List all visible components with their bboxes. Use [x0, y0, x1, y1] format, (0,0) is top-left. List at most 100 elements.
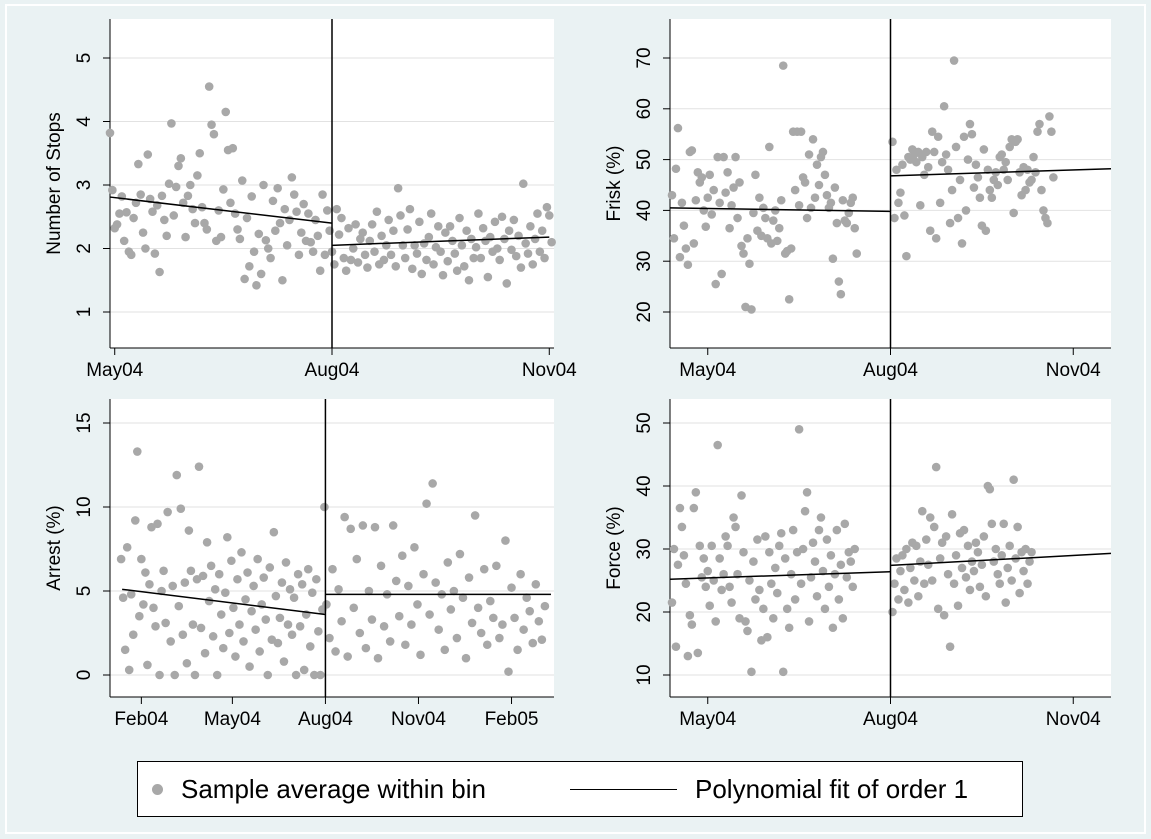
panel-1-point [516, 263, 526, 272]
panel-1-point [443, 256, 453, 266]
panel-4-point [816, 513, 826, 522]
panel-1-y-tick-label: 5 [74, 53, 95, 64]
panel-1-point [483, 272, 493, 282]
panel-1-point [160, 215, 169, 225]
panel-2-point [1037, 185, 1046, 195]
panel-4-point [737, 491, 746, 500]
panel-3-point [510, 613, 519, 623]
panel-3-point [241, 595, 250, 604]
panel-4-point [810, 557, 820, 566]
panel-3-point [259, 573, 269, 582]
panel-4-point [739, 547, 748, 557]
panel-1-point [256, 269, 266, 279]
panel-2-point [1031, 168, 1040, 177]
panel-3-point [320, 502, 329, 512]
panel-3-point [516, 569, 525, 579]
panel-2-point [830, 183, 840, 192]
panel-2-point [800, 178, 810, 187]
panel-1-point [136, 190, 146, 199]
panel-3-point [370, 522, 380, 532]
panel-1-point [436, 247, 445, 256]
panel-3-point [135, 611, 144, 621]
panel-3-point [194, 462, 204, 471]
panel-4-y-tick-label: 50 [634, 412, 655, 433]
panel-4-point [987, 519, 997, 529]
panel-1-point [535, 247, 545, 256]
panel-1-point [245, 261, 254, 271]
panel-1-point [379, 255, 389, 265]
panel-2-point [677, 198, 687, 208]
panel-4-x-tick-label: May04 [679, 709, 736, 730]
panel-3-point [467, 618, 477, 628]
panel-1-point [115, 209, 124, 218]
panel-4-point [963, 541, 973, 551]
panel-1-point [254, 229, 264, 239]
panel-1-point [193, 171, 202, 180]
panel-1-point [365, 236, 375, 246]
panel-4-point [836, 560, 846, 570]
panel-2-y-tick-label: 20 [634, 301, 655, 322]
panel-1-point [237, 176, 247, 185]
panel-4-point [965, 585, 975, 595]
panel-3-point [364, 586, 374, 596]
panel-1-y-axis-label: Number of Stops [44, 112, 65, 255]
panel-1-point [526, 221, 535, 231]
panel-4-point [703, 566, 713, 576]
panel-3-point [443, 558, 453, 567]
panel-4-point [910, 576, 919, 585]
panel-2-point [751, 170, 760, 180]
panel-2-point [971, 160, 981, 169]
panel-3-point [139, 600, 148, 609]
panel-4-point [808, 538, 818, 547]
panel-2-point [715, 198, 724, 208]
panel-2-point [933, 132, 943, 142]
panel-2-y-tick-label: 40 [634, 200, 655, 221]
panel-2-point [1035, 119, 1044, 129]
panel-1-point [478, 223, 488, 233]
panel-4-point [931, 462, 941, 472]
panel-3-point [531, 579, 541, 589]
panel-4-point [699, 554, 709, 563]
panel-2-point [925, 226, 935, 236]
panel-4-point [1015, 588, 1024, 598]
panel-1-fit-line [109, 196, 333, 224]
panel-1-point [169, 211, 179, 220]
panel-2-point [768, 216, 778, 225]
panel-2-point [947, 185, 957, 195]
legend-marker-dot [152, 783, 163, 795]
panel-1-point [157, 191, 167, 201]
panel-3-point [407, 620, 416, 629]
panel-4-y-tick-label: 30 [634, 538, 655, 559]
panel-2-point [776, 195, 786, 205]
panel-2-point [810, 193, 820, 202]
panel-4-point [1023, 579, 1032, 588]
panel-2-point [770, 206, 780, 215]
panel-2-point [921, 147, 931, 157]
panel-4-point [768, 614, 778, 623]
panel-4-fit-line [669, 570, 891, 580]
panel-2-x-tick-label: Nov04 [1046, 360, 1101, 381]
panel-4-point [747, 667, 756, 677]
panel-3-x-tick-label: Feb05 [485, 709, 539, 730]
panel-3-point [118, 593, 128, 603]
panel-4-point [838, 614, 848, 623]
panel-2-point [965, 119, 975, 129]
panel-2-point [719, 152, 728, 162]
panel-1-point [377, 231, 386, 241]
panel-1-point [183, 191, 193, 201]
panel-3-point [305, 642, 315, 651]
panel-1-point [544, 211, 554, 220]
legend-label-polynomial-fit: Polynomial fit of order 1 [695, 773, 969, 804]
panel-2-point [778, 61, 788, 70]
panel-4-point [824, 582, 834, 592]
panel-3-point [492, 561, 501, 571]
panel-2-x-tick-label: May04 [679, 360, 736, 381]
panel-1-point [422, 255, 431, 265]
panel-3-x-tick-label: Nov04 [391, 709, 446, 730]
panel-1-point [471, 242, 481, 252]
panel-1-point [242, 213, 252, 223]
panel-1-point [207, 120, 216, 129]
panel-2-point [796, 127, 806, 136]
panel-3-point [190, 670, 200, 680]
panel-2-point [969, 183, 979, 192]
